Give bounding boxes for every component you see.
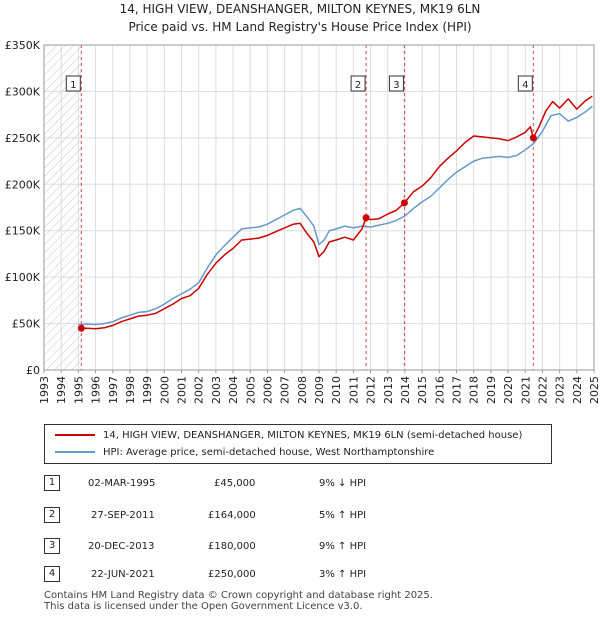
transaction-hpi-diff: 5% ↑ HPI <box>319 510 367 521</box>
x-tick-label: 2003 <box>210 376 223 404</box>
x-tick-label: 2023 <box>554 376 567 404</box>
transaction-hpi-diff: 9% ↑ HPI <box>319 541 367 552</box>
transaction-label: 1 <box>70 80 76 91</box>
transaction-marker <box>400 199 408 207</box>
x-tick-label: 2012 <box>365 376 378 404</box>
x-tick-label: 2021 <box>519 376 532 404</box>
x-tick-label: 2014 <box>399 376 412 404</box>
y-tick-label: £350K <box>5 39 41 52</box>
x-tick-label: 2006 <box>261 376 274 404</box>
legend-swatch-property <box>55 434 95 436</box>
transaction-price: £45,000 <box>214 478 256 489</box>
transaction-number: 4 <box>44 566 60 582</box>
x-tick-label: 2022 <box>536 376 549 404</box>
x-tick-label: 1993 <box>38 376 51 404</box>
transaction-number: 1 <box>44 475 60 491</box>
legend-label-hpi: HPI: Average price, semi-detached house,… <box>103 446 435 458</box>
transaction-hpi-diff: 9% ↓ HPI <box>319 478 367 489</box>
x-tick-label: 1994 <box>55 376 68 404</box>
transaction-hpi-diff: 3% ↑ HPI <box>319 569 367 580</box>
transaction-date: 22-JUN-2021 <box>91 569 155 580</box>
x-tick-label: 2020 <box>502 376 515 404</box>
transaction-marker <box>529 134 537 142</box>
y-tick-label: £100K <box>5 271 41 284</box>
y-tick-label: £300K <box>5 85 41 98</box>
x-tick-label: 2015 <box>416 376 429 404</box>
legend-item-property: 14, HIGH VIEW, DEANSHANGER, MILTON KEYNE… <box>55 427 522 443</box>
x-tick-label: 2024 <box>571 376 584 404</box>
x-tick-label: 2010 <box>330 376 343 404</box>
transaction-label-box <box>65 75 81 92</box>
transaction-label: 2 <box>355 80 361 91</box>
transaction-row: 1 02-MAR-1995 £45,000 9% ↓ HPI <box>44 475 544 495</box>
y-tick-label: £0 <box>26 364 40 377</box>
footer-licence: This data is licensed under the Open Gov… <box>44 601 363 612</box>
transaction-date: 20-DEC-2013 <box>88 541 155 552</box>
x-tick-label: 2013 <box>382 376 395 404</box>
price-chart: 1 2 3 4 £0 £50K £100K £150K £200K £250K £300K £350K… <box>5 39 600 404</box>
transaction-number: 2 <box>44 507 60 523</box>
x-tick-label: 1998 <box>124 376 137 404</box>
transaction-row: 2 27-SEP-2011 £164,000 5% ↑ HPI <box>44 507 544 527</box>
y-tick-label: £50K <box>12 318 41 331</box>
x-tick-label: 2017 <box>451 376 464 404</box>
transaction-price: £250,000 <box>208 569 256 580</box>
x-tick-label: 2005 <box>244 376 257 404</box>
chart-legend: 14, HIGH VIEW, DEANSHANGER, MILTON KEYNE… <box>44 424 552 464</box>
transaction-label: 4 <box>522 80 528 91</box>
chart-title-address: 14, HIGH VIEW, DEANSHANGER, MILTON KEYNE… <box>119 2 481 16</box>
transaction-price: £180,000 <box>208 541 256 552</box>
x-tick-label: 2002 <box>193 376 206 404</box>
x-tick-label: 2004 <box>227 376 240 404</box>
transaction-label-box <box>388 75 404 92</box>
series-line-property <box>81 95 593 330</box>
transaction-price: £164,000 <box>208 510 256 521</box>
transaction-date: 27-SEP-2011 <box>91 510 155 521</box>
x-tick-label: 2025 <box>588 376 600 404</box>
transaction-marker <box>77 324 85 332</box>
y-tick-label: £200K <box>5 178 41 191</box>
x-tick-label: 2007 <box>279 376 292 404</box>
x-tick-label: 2000 <box>158 376 171 404</box>
legend-label-property: 14, HIGH VIEW, DEANSHANGER, MILTON KEYNE… <box>103 429 523 441</box>
transaction-number: 3 <box>44 538 60 554</box>
legend-item-hpi: HPI: Average price, semi-detached house,… <box>55 444 434 460</box>
x-tick-label: 2018 <box>468 376 481 404</box>
transaction-row: 4 22-JUN-2021 £250,000 3% ↑ HPI <box>44 566 544 586</box>
x-tick-label: 1999 <box>141 376 154 404</box>
series-line-hpi <box>78 105 593 326</box>
x-tick-label: 1995 <box>72 376 85 404</box>
x-tick-label: 2019 <box>485 376 498 404</box>
x-tick-label: 2001 <box>176 376 189 404</box>
transaction-label-box <box>517 75 533 92</box>
chart-subtitle: Price paid vs. HM Land Registry's House … <box>128 20 472 34</box>
transaction-marker <box>362 214 370 222</box>
y-tick-label: £250K <box>5 132 41 145</box>
x-tick-label: 1997 <box>107 376 120 404</box>
footer-copyright: Contains HM Land Registry data © Crown c… <box>44 590 433 601</box>
legend-swatch-hpi <box>55 451 95 453</box>
y-tick-label: £150K <box>5 225 41 238</box>
transaction-row: 3 20-DEC-2013 £180,000 9% ↑ HPI <box>44 538 544 558</box>
transaction-label: 3 <box>393 80 399 91</box>
transaction-date: 02-MAR-1995 <box>88 478 156 489</box>
x-tick-label: 2009 <box>313 376 326 404</box>
x-tick-label: 1996 <box>90 376 103 404</box>
x-tick-label: 2011 <box>347 376 360 404</box>
hatch-region <box>44 45 82 370</box>
x-tick-label: 2008 <box>296 376 309 404</box>
x-tick-label: 2016 <box>433 376 446 404</box>
transaction-label-box <box>350 75 366 92</box>
